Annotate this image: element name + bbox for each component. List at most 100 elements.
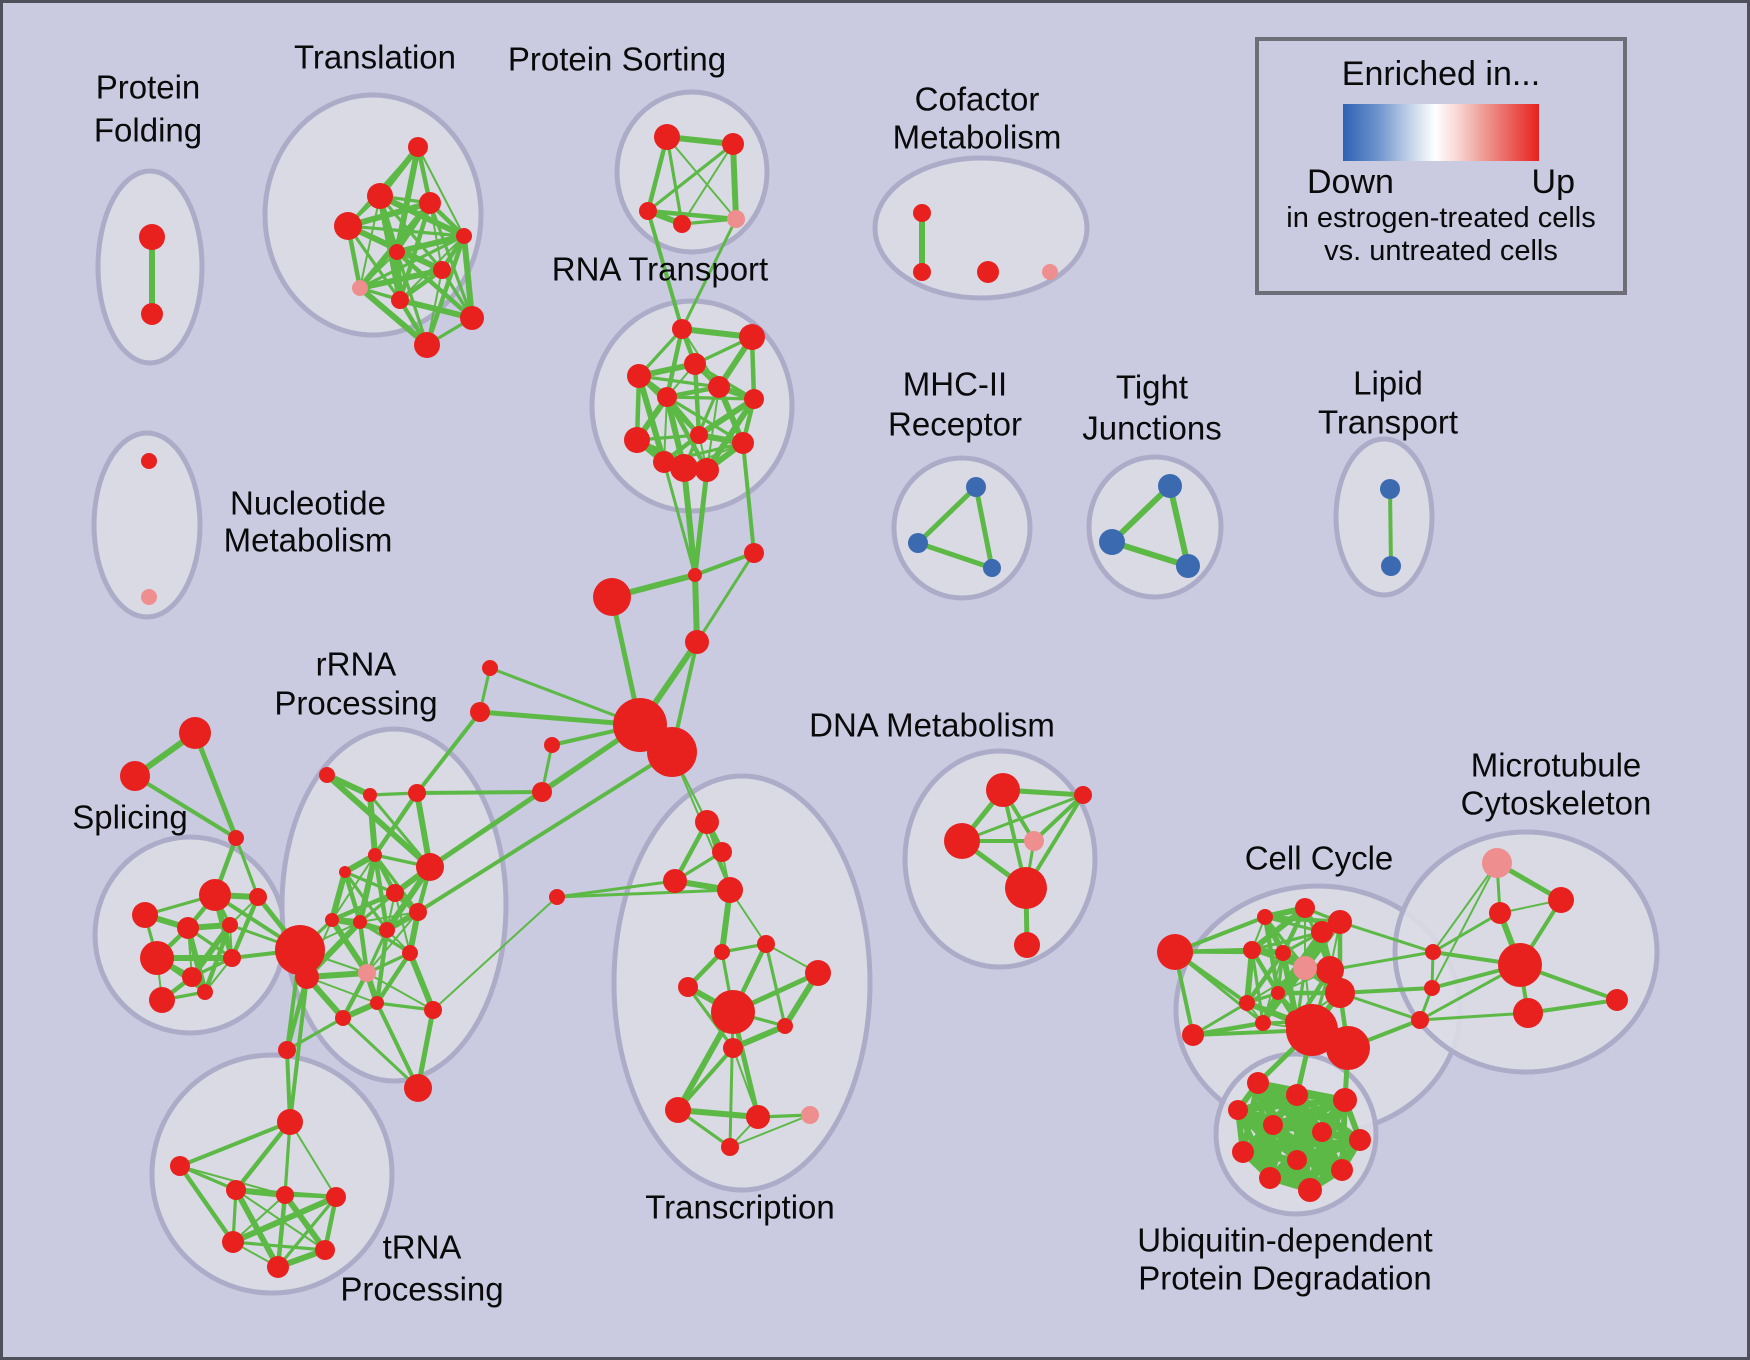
ubiquitin-degradation-node bbox=[1331, 1159, 1353, 1181]
transcription-node bbox=[712, 842, 732, 862]
dna-metabolism-node bbox=[944, 823, 980, 859]
cofactor-metabolism-bubble bbox=[872, 155, 1090, 301]
transcription-node bbox=[711, 990, 755, 1034]
cofactor-metabolism-label: Metabolism bbox=[893, 119, 1062, 156]
tight-junctions-label: Junctions bbox=[1082, 410, 1221, 447]
lipid-transport-node bbox=[1380, 479, 1400, 499]
rna-transport-node bbox=[695, 458, 719, 482]
rrna-processing-node bbox=[416, 853, 444, 881]
backbone-node bbox=[593, 578, 631, 616]
rna-transport-node bbox=[739, 324, 765, 350]
network-edge bbox=[665, 395, 756, 401]
transcription-node bbox=[714, 944, 730, 960]
network-edge bbox=[407, 950, 436, 1013]
network-edge bbox=[741, 441, 756, 555]
rrna-processing-node bbox=[379, 922, 395, 938]
rna-transport-node bbox=[624, 427, 650, 453]
rrna-processing-node bbox=[335, 1010, 351, 1026]
network-edge bbox=[359, 251, 398, 289]
network-edge bbox=[178, 1164, 238, 1192]
network-edge bbox=[234, 836, 260, 899]
splicing-node bbox=[179, 717, 211, 749]
rna-transport-node bbox=[690, 426, 708, 444]
trna-processing-label: tRNA bbox=[383, 1229, 462, 1266]
rna-transport-node bbox=[732, 432, 754, 454]
legend-caption-line2: vs. untreated cells bbox=[1324, 235, 1558, 267]
splicing-node bbox=[182, 967, 202, 987]
network-edge bbox=[192, 730, 239, 841]
network-edge bbox=[285, 1016, 345, 1052]
splicing-node bbox=[132, 902, 158, 928]
nucleotide-metabolism-label: Metabolism bbox=[224, 522, 393, 559]
mhc-ii-receptor-label: MHC-II bbox=[903, 366, 1007, 403]
rrna-processing-node bbox=[363, 788, 377, 802]
cell-cycle-node bbox=[1286, 1004, 1338, 1056]
trna-processing-node bbox=[277, 1109, 303, 1135]
cell-cycle-node bbox=[1325, 978, 1355, 1008]
network-edge bbox=[343, 870, 389, 932]
legend-up-label: Up bbox=[1531, 163, 1575, 201]
network-edge bbox=[1240, 1097, 1348, 1155]
network-edge bbox=[730, 141, 739, 222]
tight-junctions-label: Tight bbox=[1116, 369, 1188, 406]
network-edge bbox=[230, 1194, 339, 1245]
network-edge bbox=[232, 1194, 286, 1243]
splicing-node bbox=[177, 917, 199, 939]
ubiquitin-degradation-node bbox=[1247, 1072, 1269, 1094]
network-edge bbox=[1338, 920, 1435, 954]
network-edge bbox=[645, 208, 739, 222]
rrna-processing-node bbox=[408, 784, 426, 802]
network-edge bbox=[675, 1107, 761, 1120]
layer-nodes bbox=[120, 124, 1628, 1278]
ubiquitin-degradation-node bbox=[1298, 1178, 1322, 1202]
network-edge bbox=[1267, 1137, 1363, 1181]
rna-transport-node bbox=[653, 451, 675, 473]
network-edge bbox=[695, 551, 756, 644]
network-edge bbox=[394, 233, 467, 255]
cell-cycle-node bbox=[1239, 995, 1255, 1011]
network-edge bbox=[680, 217, 738, 331]
splicing-node bbox=[149, 987, 175, 1013]
network-edge bbox=[329, 869, 348, 923]
mhc-ii-receptor-node bbox=[908, 533, 928, 553]
network-edge bbox=[915, 484, 979, 546]
translation-node bbox=[391, 291, 409, 309]
network-edge bbox=[764, 942, 787, 1028]
backbone-node bbox=[688, 568, 702, 582]
rna-transport-label: RNA Transport bbox=[552, 251, 768, 288]
network-edge bbox=[1240, 1137, 1363, 1155]
transcription-node bbox=[678, 977, 698, 997]
lipid-transport-label: Transport bbox=[1318, 404, 1458, 441]
rrna-processing-node bbox=[319, 767, 335, 783]
protein-folding-node bbox=[141, 303, 163, 325]
translation-node bbox=[352, 280, 368, 296]
rrna-processing-node bbox=[358, 964, 376, 982]
network-edge bbox=[357, 285, 430, 348]
microtubule-cytoskeleton-node bbox=[1606, 989, 1628, 1011]
translation-node bbox=[367, 183, 393, 209]
microtubule-cytoskeleton-node bbox=[1489, 902, 1511, 924]
network-edge bbox=[231, 1240, 327, 1252]
cell-cycle-node bbox=[1275, 945, 1291, 961]
legend-caption-line1: in estrogen-treated cells bbox=[1286, 202, 1596, 234]
splicing-node bbox=[249, 888, 267, 906]
rrna-processing-bubble bbox=[279, 726, 509, 1084]
rna-transport-node bbox=[744, 389, 764, 409]
network-edge bbox=[1388, 487, 1393, 568]
protein-folding-label: Protein bbox=[96, 69, 201, 106]
splicing-node bbox=[120, 761, 150, 791]
network-edge bbox=[416, 750, 674, 914]
network-edge bbox=[662, 460, 697, 577]
transcription-node bbox=[665, 1097, 691, 1123]
protein-sorting-label: Protein Sorting bbox=[508, 41, 726, 78]
network-edge bbox=[432, 896, 558, 1011]
network-edge bbox=[729, 1114, 811, 1148]
network-edge bbox=[358, 234, 466, 290]
cell-cycle-node bbox=[1316, 956, 1344, 984]
rrna-processing-label: Processing bbox=[274, 685, 437, 722]
cell-cycle-node bbox=[1157, 934, 1193, 970]
transcription-node bbox=[721, 1138, 739, 1156]
dna-metabolism-node bbox=[1024, 831, 1044, 851]
tight-junctions-bubble bbox=[1086, 454, 1224, 600]
